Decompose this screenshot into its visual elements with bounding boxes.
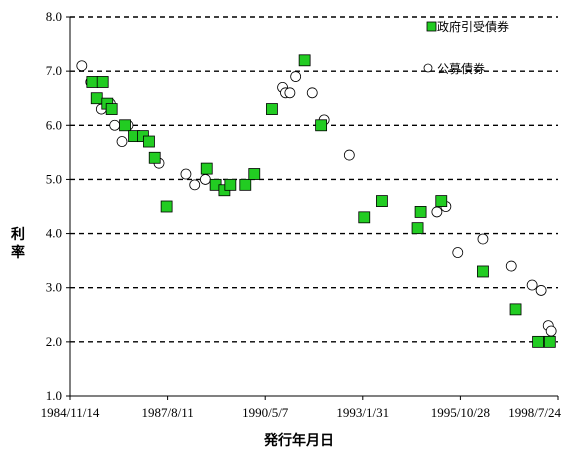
point-seifu [200,162,213,175]
point-koubo [535,285,547,296]
point-seifu [160,200,173,213]
legend-label-circle: 公募債券 [437,61,485,76]
x-tick-label: 1993/1/31 [336,405,389,420]
x-tick-label: 1984/11/14 [41,405,100,420]
x-tick-label: 1998/7/24 [508,405,561,420]
x-tick-label: 1995/10/28 [431,405,490,420]
point-koubo [477,233,489,245]
point-koubo [306,87,318,99]
x-tick-label: 1990/5/7 [242,405,289,420]
point-koubo [284,87,296,99]
point-seifu [86,76,99,88]
point-koubo [343,149,355,161]
point-seifu [224,178,237,191]
point-seifu [411,222,424,235]
legend: 政府引受債券 公募債券 [423,19,509,76]
point-seifu [509,303,522,316]
y-tick-label: 5.0 [46,171,62,186]
point-seifu [543,335,556,348]
point-seifu [298,54,311,67]
point-seifu [105,103,118,115]
point-seifu [119,119,131,132]
y-tick-label: 6.0 [46,117,62,132]
point-koubo [290,71,302,82]
legend-marker-circle [423,63,433,73]
point-koubo [431,206,443,218]
y-tick-label: 8.0 [46,9,62,24]
y-tick-label: 1.0 [46,388,62,403]
point-seifu [96,76,109,88]
point-seifu [148,151,161,164]
y-axis-title-char-1: 利 [11,226,25,243]
point-koubo [109,119,121,131]
point-koubo [189,179,201,191]
y-tick-label: 3.0 [46,280,62,295]
x-tick-labels: 1984/11/14 1987/8/11 1990/5/7 1993/1/31 1995… [41,405,562,420]
y-axis-title-char-2: 率 [11,244,25,261]
point-seifu [414,206,427,218]
point-seifu [477,265,489,278]
point-seifu [239,178,252,191]
gridlines [70,16,558,343]
point-koubo [199,174,211,185]
y-tick-labels: 1.0 2.0 3.0 4.0 5.0 6.0 7.0 8.0 [46,9,62,403]
point-koubo [116,136,128,147]
point-seifu [315,119,328,132]
point-koubo [545,325,557,337]
point-seifu [143,135,155,148]
point-seifu [376,195,388,207]
point-seifu [435,195,448,207]
y-tick-label: 4.0 [46,226,62,241]
point-seifu [532,335,544,348]
data-markers [76,54,557,348]
legend-marker-square [426,21,437,32]
x-tick-label: 1987/8/11 [141,405,193,420]
x-axis-title: 発行年月日 [263,432,334,449]
point-seifu [266,103,278,115]
point-koubo [452,247,464,258]
point-koubo [526,279,538,291]
point-koubo [180,168,192,180]
point-koubo [76,60,88,72]
point-seifu [248,168,261,180]
y-tick-label: 2.0 [46,334,62,349]
y-tick-label: 7.0 [46,63,62,78]
point-seifu [90,92,103,105]
legend-label-square: 政府引受債券 [437,19,509,34]
point-seifu [358,211,371,224]
point-koubo [505,260,517,272]
axes [66,16,559,400]
